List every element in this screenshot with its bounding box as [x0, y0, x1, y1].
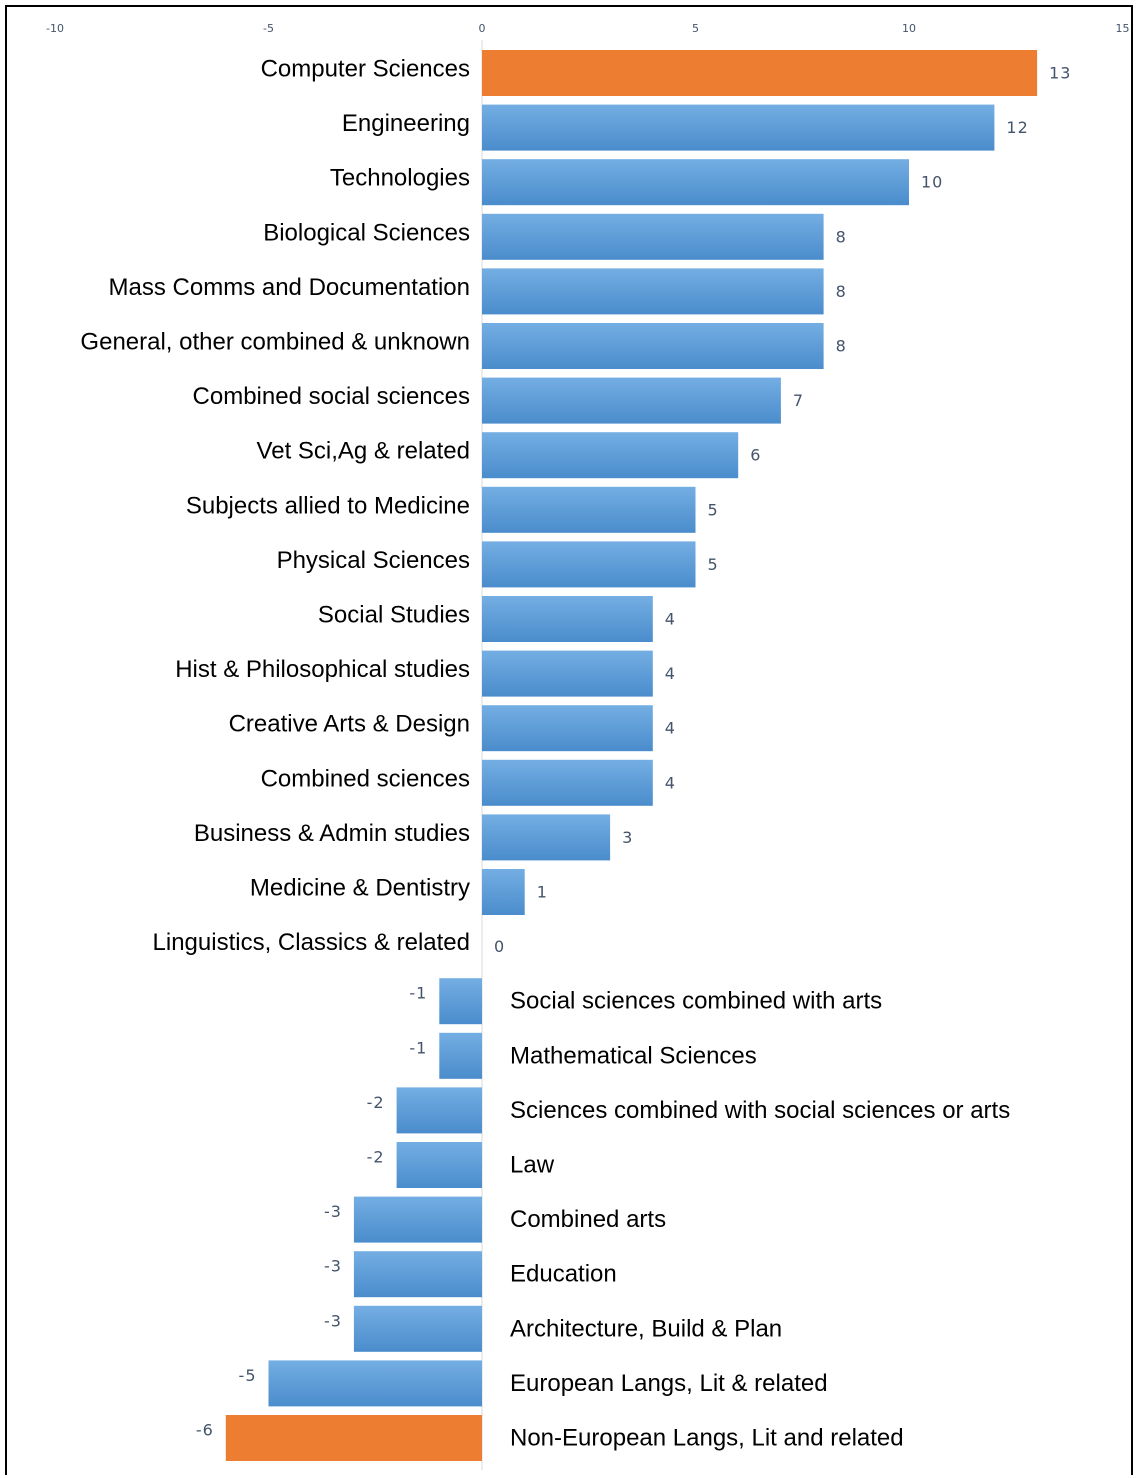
- x-axis-tick-labels: -10 -5 0 5 10 15: [46, 22, 1129, 35]
- bar: [439, 978, 482, 1025]
- bar: [439, 1032, 482, 1079]
- bar: [482, 596, 653, 642]
- bar: [482, 541, 696, 588]
- bar: [482, 814, 611, 861]
- category-label: Social Studies: [318, 602, 470, 629]
- category-label: Computer Sciences: [261, 56, 470, 83]
- data-label: -3: [324, 1311, 342, 1330]
- category-label: Business & Admin studies: [194, 820, 470, 847]
- category-label: Subjects allied to Medicine: [186, 492, 470, 519]
- x-tick-label: -5: [263, 22, 274, 35]
- bar: [482, 377, 781, 424]
- data-label: 0: [494, 937, 505, 956]
- x-tick-label: 0: [479, 22, 486, 35]
- x-tick-label: 10: [902, 22, 916, 35]
- data-label: -2: [367, 1093, 385, 1112]
- category-label: Medicine & Dentistry: [250, 875, 470, 902]
- bar: [482, 869, 525, 915]
- bar: [482, 486, 696, 533]
- category-label: Mathematical Sciences: [510, 1042, 757, 1069]
- data-label: -2: [367, 1148, 385, 1167]
- data-label: 12: [1006, 118, 1028, 137]
- x-tick-label: 15: [1116, 22, 1130, 35]
- category-label: Sciences combined with social sciences o…: [510, 1097, 1010, 1124]
- category-label: Non-European Langs, Lit and related: [510, 1425, 904, 1452]
- data-label: 8: [836, 337, 847, 356]
- data-label: 10: [921, 173, 943, 192]
- data-label: 8: [836, 282, 847, 301]
- bar: [396, 1087, 482, 1134]
- x-tick-label: -10: [46, 22, 64, 35]
- category-label: Engineering: [342, 110, 470, 137]
- bar: [482, 705, 653, 752]
- category-label: Hist & Philosophical studies: [175, 656, 470, 683]
- data-label: -3: [324, 1202, 342, 1221]
- bar: [482, 323, 824, 369]
- data-label: 5: [708, 500, 719, 519]
- bar: [482, 213, 824, 260]
- data-label: -6: [196, 1421, 214, 1440]
- category-label: European Langs, Lit & related: [510, 1370, 828, 1397]
- bar: [353, 1251, 482, 1298]
- category-label: Creative Arts & Design: [229, 711, 470, 738]
- category-label: Vet Sci,Ag & related: [257, 438, 470, 465]
- data-label: 4: [665, 664, 676, 683]
- data-label: 1: [537, 883, 548, 902]
- data-label: 8: [836, 227, 847, 246]
- category-label: Combined arts: [510, 1206, 666, 1233]
- data-label: -5: [239, 1366, 257, 1385]
- data-label: 7: [793, 391, 804, 410]
- category-label: Combined social sciences: [193, 383, 470, 410]
- bar: [396, 1142, 482, 1188]
- category-label: Mass Comms and Documentation: [109, 274, 470, 301]
- category-label: Physical Sciences: [277, 547, 470, 574]
- data-label: 6: [750, 446, 761, 465]
- category-label: Technologies: [330, 165, 470, 192]
- chart-frame: [5, 5, 1133, 1475]
- data-label: 4: [665, 610, 676, 629]
- category-label: Social sciences combined with arts: [510, 988, 882, 1015]
- bar: [482, 104, 995, 151]
- bar: [482, 432, 739, 479]
- data-label: -3: [324, 1257, 342, 1276]
- data-label: 13: [1049, 64, 1071, 83]
- category-label: Combined sciences: [261, 765, 470, 792]
- bar: [268, 1360, 482, 1407]
- category-label: Linguistics, Classics & related: [153, 929, 470, 956]
- data-label: 4: [665, 773, 676, 792]
- data-label: -1: [409, 984, 427, 1003]
- bar: [482, 759, 653, 806]
- bar: [482, 268, 824, 315]
- bar: [482, 159, 909, 206]
- category-label: Biological Sciences: [263, 219, 470, 246]
- bar: [482, 650, 653, 697]
- x-tick-label: 5: [692, 22, 699, 35]
- data-label: 4: [665, 719, 676, 738]
- bar: [225, 1415, 483, 1461]
- data-label: 5: [708, 555, 719, 574]
- category-label: Architecture, Build & Plan: [510, 1315, 782, 1342]
- category-labels: Computer Sciences Engineering Technologies…: [80, 56, 1010, 1452]
- bar-series: [225, 50, 1038, 1461]
- data-label: 3: [622, 828, 633, 847]
- data-label: -1: [409, 1038, 427, 1057]
- category-label: Education: [510, 1261, 617, 1288]
- category-label: Law: [510, 1152, 555, 1179]
- bar: [353, 1305, 482, 1352]
- bar: [482, 50, 1038, 96]
- category-label: General, other combined & unknown: [80, 329, 470, 356]
- bar: [353, 1196, 482, 1243]
